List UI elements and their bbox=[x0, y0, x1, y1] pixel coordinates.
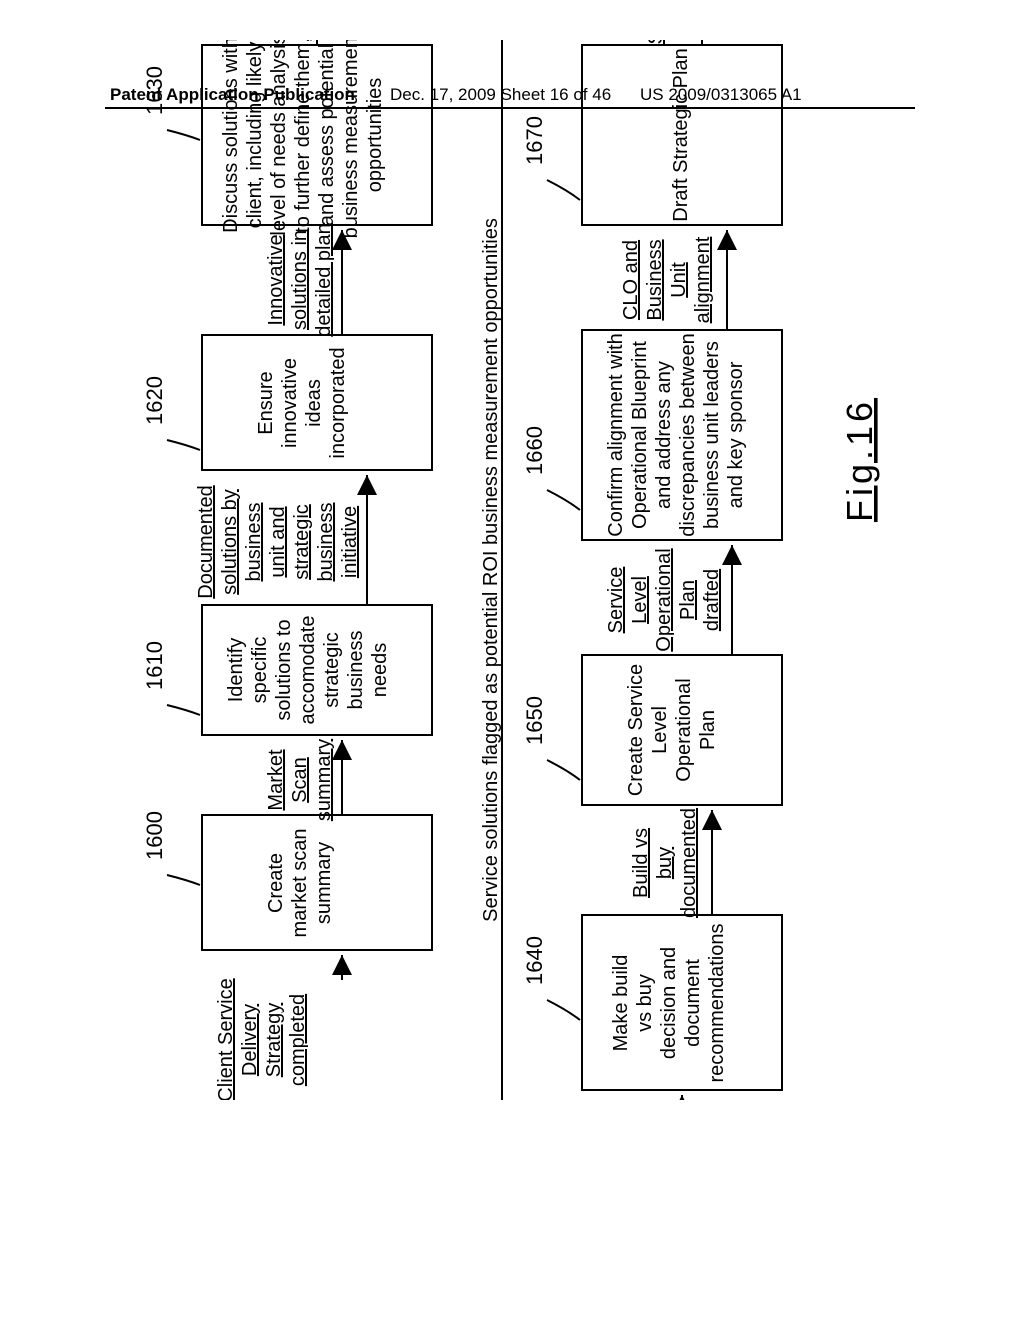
n1610-l2: specific bbox=[249, 637, 271, 704]
n1630-l1: Discuss solutions with bbox=[220, 40, 242, 233]
n1630-l4: to further define them, bbox=[292, 40, 314, 233]
node-1620: Ensure innovative ideas incorporated 162… bbox=[142, 335, 432, 470]
n1610-l3: solutions to bbox=[273, 619, 295, 720]
n1640-l3: decision and bbox=[658, 947, 680, 1059]
ref-1610: 1610 bbox=[142, 641, 167, 690]
n1650-l3: Operational bbox=[673, 678, 695, 781]
figure-label: Fig.16 bbox=[839, 398, 880, 522]
n1650-l2: Level bbox=[649, 706, 671, 754]
node-1660: Confirm alignment with Operational Bluep… bbox=[522, 330, 782, 540]
ref-1640: 1640 bbox=[522, 936, 547, 985]
o1610-l2: solutions by bbox=[219, 489, 241, 595]
node-out1670: Strategic Plan bbox=[645, 40, 691, 44]
node-1670: Draft Strategic Plan 1670 bbox=[522, 45, 782, 225]
start-l4: completed bbox=[287, 994, 309, 1086]
n1630-l6: business measurement bbox=[340, 40, 362, 238]
n1630-l5: and assess potential bbox=[316, 44, 338, 226]
n1670-l1: Draft Strategic Plan bbox=[670, 48, 692, 221]
ref-1650: 1650 bbox=[522, 696, 547, 745]
n1610-l1: Identify bbox=[225, 638, 247, 702]
n1650-l1: Create Service bbox=[625, 664, 647, 796]
n1600-l1: Create bbox=[265, 853, 287, 913]
n1640-l4: document bbox=[682, 959, 704, 1047]
o1660-l2: Business bbox=[644, 239, 666, 320]
o1610-l1: Documented bbox=[195, 485, 217, 598]
start-l3: Strategy bbox=[263, 1003, 285, 1077]
o1620-l2: solutions in bbox=[289, 230, 311, 330]
node-1600: Create market scan summary 1600 bbox=[142, 811, 432, 950]
o1660-l4: alignment bbox=[692, 236, 714, 323]
n1610-l5: strategic bbox=[321, 632, 343, 708]
o1600-l1: Market bbox=[265, 749, 287, 811]
start-l2: Delivery bbox=[239, 1004, 261, 1076]
o1620-l1: Innovative bbox=[265, 234, 287, 325]
n1660-l5: business unit leaders bbox=[701, 341, 723, 529]
bridge-text: Service solutions flagged as potential R… bbox=[480, 218, 502, 922]
ref-1660: 1660 bbox=[522, 426, 547, 475]
node-1610: Identify specific solutions to accomodat… bbox=[142, 605, 432, 735]
o1670-l1: Strategic bbox=[645, 40, 667, 44]
o1610-l3: business bbox=[243, 503, 265, 582]
node-start: Client Service Delivery Strategy complet… bbox=[215, 978, 309, 1100]
o1650-l3: Operational bbox=[653, 548, 675, 651]
n1640-l5: recommendations bbox=[706, 924, 728, 1083]
o1640-l3: documented bbox=[678, 808, 700, 918]
node-out1640: Build vs buy documented bbox=[630, 808, 700, 918]
n1650-l4: Plan bbox=[697, 710, 719, 750]
o1640-l2: buy bbox=[654, 847, 676, 879]
o1610-l5: strategic bbox=[291, 504, 313, 580]
o1600-l2: Scan bbox=[289, 757, 311, 803]
n1630-l2: client, including likely bbox=[244, 42, 266, 229]
o1650-l4: Plan bbox=[677, 580, 699, 620]
o1620-l3: detailed plan bbox=[313, 223, 335, 336]
node-1630: Discuss solutions with client, including… bbox=[142, 40, 432, 238]
ref-1620: 1620 bbox=[142, 376, 167, 425]
o1610-l4: unit and bbox=[267, 506, 289, 577]
n1630-l3: level of needs analysis bbox=[268, 40, 290, 236]
ref-1630: 1630 bbox=[142, 66, 167, 115]
start-l1: Client Service bbox=[215, 978, 237, 1100]
ref-1600: 1600 bbox=[142, 811, 167, 860]
node-out1620: Innovative solutions in detailed plan bbox=[265, 223, 335, 336]
n1660-l1: Confirm alignment with bbox=[605, 333, 627, 536]
n1630-l7: opportunities bbox=[364, 78, 386, 193]
n1620-l4: incorporated bbox=[327, 347, 349, 458]
n1640-l1: Make build bbox=[610, 955, 632, 1052]
flowchart-svg: Client Service Delivery Strategy complet… bbox=[132, 40, 892, 1100]
ref-1670: 1670 bbox=[522, 116, 547, 165]
n1660-l6: and key sponsor bbox=[725, 361, 747, 508]
node-out1600: Market Scan summary bbox=[265, 739, 335, 821]
n1610-l4: accomodate bbox=[297, 616, 319, 725]
n1610-l6: business bbox=[345, 631, 367, 710]
node-out1610: Documented solutions by business unit an… bbox=[195, 485, 361, 598]
node-1650: Create Service Level Operational Plan 16… bbox=[522, 655, 782, 805]
n1600-l3: summary bbox=[313, 842, 335, 924]
o1650-l2: Level bbox=[629, 576, 651, 624]
node-1640: Make build vs buy decision and document … bbox=[522, 915, 782, 1090]
o1610-l7: initiative bbox=[339, 506, 361, 578]
o1610-l6: business bbox=[315, 503, 337, 582]
n1600-l2: market scan bbox=[289, 829, 311, 938]
o1650-l5: drafted bbox=[701, 569, 723, 631]
n1620-l3: ideas bbox=[303, 379, 325, 427]
n1620-l2: innovative bbox=[279, 358, 301, 448]
o1640-l1: Build vs bbox=[630, 828, 652, 898]
n1660-l4: discrepancies between bbox=[677, 333, 699, 536]
node-out1650: Service Level Operational Plan drafted bbox=[605, 548, 723, 651]
n1640-l2: vs buy bbox=[634, 974, 656, 1032]
o1660-l3: Unit bbox=[668, 262, 690, 298]
n1610-l7: needs bbox=[369, 643, 391, 698]
node-out1660: CLO and Business Unit alignment bbox=[620, 236, 714, 323]
o1600-l3: summary bbox=[313, 739, 335, 821]
o1660-l1: CLO and bbox=[620, 240, 642, 320]
o1650-l1: Service bbox=[605, 567, 627, 634]
n1660-l3: and address any bbox=[653, 361, 675, 509]
figure-container: Client Service Delivery Strategy complet… bbox=[132, 40, 892, 1100]
n1660-l2: Operational Blueprint bbox=[629, 341, 651, 529]
n1620-l1: Ensure bbox=[255, 371, 277, 434]
